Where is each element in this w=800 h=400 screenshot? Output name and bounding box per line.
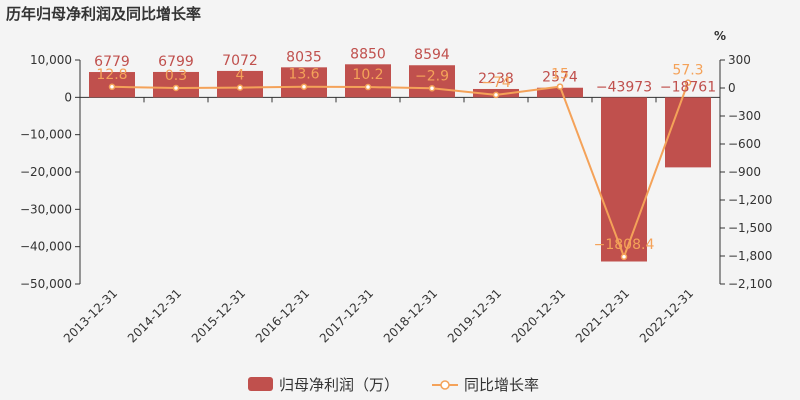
right-axis-tick-label: −1,800 xyxy=(728,249,772,263)
x-axis-tick-label: 2017-12-31 xyxy=(317,286,376,345)
bar-value-label: 6779 xyxy=(94,54,130,70)
left-axis-tick-label: −30,000 xyxy=(20,202,72,216)
x-axis-tick-label: 2020-12-31 xyxy=(509,286,568,345)
legend-bar-swatch xyxy=(248,377,273,391)
line-point xyxy=(492,91,500,99)
line-point xyxy=(300,83,308,90)
right-axis-tick-label: 300 xyxy=(728,53,751,67)
data-labels: 6779 6799 7072 8035 8850 8594 2238 2574 −43973 −1… xyxy=(94,46,716,252)
bar-value-label: 8035 xyxy=(286,49,322,65)
left-axis-tick-label: −10,000 xyxy=(20,128,72,142)
bar-value-label: −18761 xyxy=(660,79,716,95)
x-axis-tick-label: 2022-12-31 xyxy=(637,286,696,345)
line-point xyxy=(684,79,692,86)
right-axis-tick-label: −1,200 xyxy=(728,193,772,207)
right-axis-tick-label: −300 xyxy=(728,109,761,123)
line-point xyxy=(620,253,628,261)
left-axis-tick-label: −20,000 xyxy=(20,165,72,179)
line-point xyxy=(108,83,116,91)
line-value-label: 12.8 xyxy=(96,67,127,83)
right-axis-tick-label: −1,500 xyxy=(728,221,772,235)
bar-value-label: 7072 xyxy=(222,53,258,69)
line-point xyxy=(556,83,564,90)
line-value-label: −2.9 xyxy=(415,68,449,84)
line-value-label: 57.3 xyxy=(672,63,703,79)
bar-value-label: 6799 xyxy=(158,54,194,70)
x-axis-tick-label: 2018-12-31 xyxy=(381,286,440,345)
left-axis-tick-label: −50,000 xyxy=(20,277,72,291)
line-value-label: 0.3 xyxy=(165,68,187,84)
line-value-label: 13.6 xyxy=(288,67,319,83)
chart-title: 历年归母净利润及同比增长率 xyxy=(6,5,201,23)
bar xyxy=(345,64,391,98)
left-axis-tick-label: 0 xyxy=(64,90,72,104)
bar xyxy=(409,65,455,98)
x-axis-tick-label: 2015-12-31 xyxy=(189,286,248,345)
x-axis-tick-label: 2021-12-31 xyxy=(573,286,632,345)
left-axis-tick-label: −40,000 xyxy=(20,240,72,254)
right-axis-tick-label: −900 xyxy=(728,165,761,179)
line-value-label: −1808.4 xyxy=(594,237,655,253)
bar xyxy=(281,67,327,98)
bar-value-label: −43973 xyxy=(596,79,652,95)
x-axis-tick-label: 2014-12-31 xyxy=(125,286,184,345)
right-axis-tick-label: −600 xyxy=(728,137,761,151)
legend[interactable]: 归母净利润（万） 同比增长率 xyxy=(248,376,539,394)
right-axis-tick-label: 0 xyxy=(728,81,736,95)
legend-bar-label: 归母净利润（万） xyxy=(279,376,399,394)
bar-value-label: 2574 xyxy=(542,70,578,86)
line-series xyxy=(108,79,692,261)
legend-line-marker xyxy=(440,380,450,390)
bar xyxy=(665,97,711,168)
bar xyxy=(601,97,647,262)
bar xyxy=(217,70,263,98)
right-axis-unit: % xyxy=(714,29,726,43)
bar-value-label: 2238 xyxy=(478,71,514,87)
bar-value-label: 8594 xyxy=(414,47,450,63)
line-value-label: 15 xyxy=(551,67,569,83)
line-value-label: 4 xyxy=(236,68,245,84)
bar xyxy=(153,71,199,98)
left-axis-tick-label: 10,000 xyxy=(30,53,72,67)
line-point xyxy=(364,83,372,91)
x-axis-tick-label: 2016-12-31 xyxy=(253,286,312,345)
x-axis-tick-label: 2019-12-31 xyxy=(445,286,504,345)
line-point xyxy=(236,84,244,91)
line-value-label: −74 xyxy=(481,75,511,91)
right-axis-tick-label: −2,100 xyxy=(728,277,772,291)
bar xyxy=(537,87,583,98)
line-value-label: 10.2 xyxy=(352,67,383,83)
bar-value-label: 8850 xyxy=(350,46,386,62)
line-point xyxy=(172,84,180,92)
bar-series xyxy=(89,64,711,262)
line-point xyxy=(428,85,436,92)
x-axis-tick-label: 2013-12-31 xyxy=(61,286,120,345)
growth-line xyxy=(111,82,689,260)
legend-line-label: 同比增长率 xyxy=(464,376,539,394)
